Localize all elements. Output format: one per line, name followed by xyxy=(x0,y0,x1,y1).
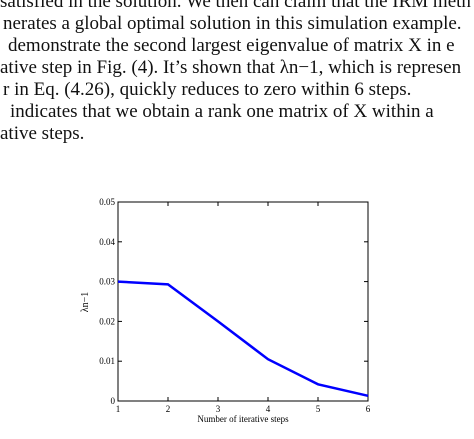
x-axis-label: Number of iterative steps xyxy=(197,414,289,424)
text-line: indicates that we obtain a rank one matr… xyxy=(10,101,434,122)
y-tick-label: 0.05 xyxy=(99,197,115,207)
x-tick-label: 1 xyxy=(116,404,121,414)
y-tick-label: 0.03 xyxy=(99,277,115,287)
y-tick-label: 0 xyxy=(111,396,116,406)
text-line: ative steps. xyxy=(0,123,85,144)
x-tick-label: 6 xyxy=(366,404,371,414)
data-line xyxy=(117,280,369,398)
y-tick-label: 0.01 xyxy=(99,356,115,366)
x-tick-label: 3 xyxy=(216,404,221,414)
text-line: ative step in Fig. (4). It’s shown that … xyxy=(0,57,462,78)
plot-frame xyxy=(117,201,369,402)
y-axis-label: λn−1 xyxy=(80,292,91,313)
x-tick-label: 2 xyxy=(166,404,171,414)
text-line: nerates a global optimal solution in thi… xyxy=(3,13,462,34)
text-line: satisfied in the solution. We then can c… xyxy=(0,0,471,12)
y-tick-label: 0.02 xyxy=(99,316,115,326)
text-line: demonstrate the second largest eigenvalu… xyxy=(8,35,455,56)
text-line: r in Eq. (4.26), quickly reduces to zero… xyxy=(3,79,412,100)
body-text: satisfied in the solution. We then can c… xyxy=(0,0,474,145)
y-tick-label: 0.04 xyxy=(99,237,115,247)
x-tick-label: 5 xyxy=(316,404,321,414)
x-tick-label: 4 xyxy=(266,404,271,414)
